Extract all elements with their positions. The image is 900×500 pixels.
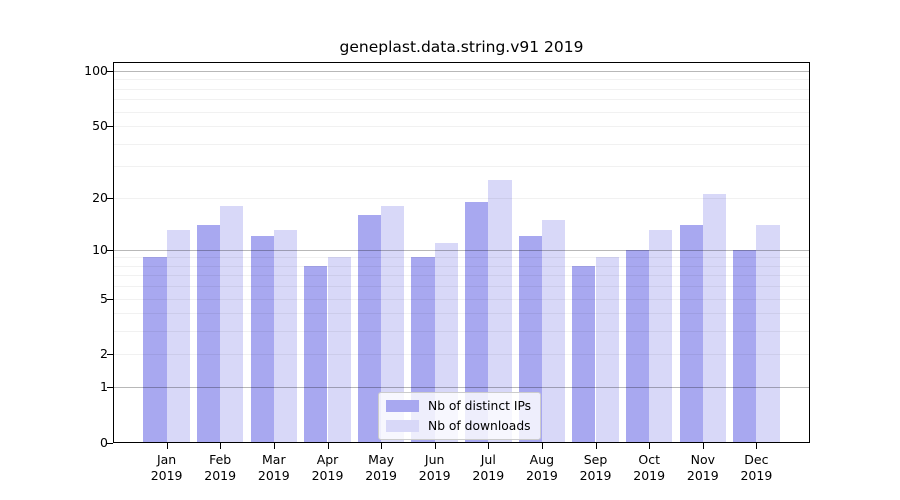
x-tick-mark <box>166 443 168 449</box>
bar-downloads-oct <box>649 230 673 443</box>
y-tick-label: 20 <box>92 189 108 205</box>
y-tick-label: 2 <box>100 346 108 362</box>
bar-distinct-ips-may <box>357 214 382 443</box>
legend-swatch-downloads <box>386 420 419 432</box>
x-tick-mark <box>756 443 758 449</box>
bar-downloads-jul <box>488 180 512 443</box>
y-tick-mark <box>107 443 113 444</box>
bar-distinct-ips-apr <box>304 265 328 443</box>
x-tick-label: Jan 2019 <box>150 452 183 483</box>
bar-distinct-ips-nov <box>679 224 703 443</box>
bar-downloads-aug <box>541 219 566 443</box>
y-tick-mark <box>107 71 113 72</box>
gridline-minor <box>114 126 809 128</box>
gridline-minor <box>114 275 809 277</box>
y-tick-label: 0 <box>100 435 108 450</box>
bar-distinct-ips-sep <box>572 265 596 443</box>
legend-label-distinct-ips: Nb of distinct IPs <box>428 399 532 413</box>
x-tick-mark <box>595 443 597 449</box>
y-tick-label: 10 <box>92 241 108 257</box>
x-tick-mark <box>702 443 704 449</box>
gridline-minor <box>114 88 809 90</box>
bar-downloads-sep <box>595 257 619 443</box>
x-tick-label: Mar 2019 <box>257 452 290 483</box>
gridline-minor <box>114 298 809 300</box>
x-tick-label: Apr 2019 <box>311 452 344 483</box>
y-tick-mark <box>107 249 113 251</box>
x-tick-mark <box>434 443 436 449</box>
x-tick-label: Sep 2019 <box>579 452 612 483</box>
x-tick-mark <box>220 443 222 449</box>
gridline-minor <box>114 197 809 199</box>
y-tick-label: 1 <box>100 379 108 395</box>
bar-downloads-may <box>381 205 405 443</box>
gridline-minor <box>114 265 809 267</box>
legend-row-downloads: Nb of downloads <box>386 419 531 433</box>
bar-downloads-nov <box>702 193 727 443</box>
legend-swatch-distinct-ips <box>386 400 419 412</box>
gridline-minor <box>114 331 809 333</box>
bar-downloads-mar <box>273 230 298 443</box>
gridline-major <box>114 71 809 72</box>
bar-distinct-ips-dec <box>733 249 757 443</box>
legend-row-distinct-ips: Nb of distinct IPs <box>386 399 531 413</box>
chart-title: geneplast.data.string.v91 2019 <box>339 38 584 56</box>
gridline-minor <box>114 313 809 315</box>
bar-distinct-ips-jan <box>143 257 167 443</box>
y-tick-label: 5 <box>100 290 108 306</box>
gridline-minor <box>114 166 809 168</box>
gridline-minor <box>114 111 809 113</box>
y-tick-mark <box>107 354 113 356</box>
y-tick-label: 50 <box>92 118 108 134</box>
bar-distinct-ips-feb <box>196 224 221 443</box>
y-tick-mark <box>107 387 113 389</box>
y-tick-mark <box>107 126 113 128</box>
bar-distinct-ips-oct <box>625 249 650 443</box>
x-tick-mark <box>541 443 543 449</box>
x-tick-mark <box>327 443 329 449</box>
y-tick-mark <box>107 197 113 199</box>
x-tick-label: Aug 2019 <box>525 452 558 483</box>
gridline-minor <box>114 79 809 81</box>
bar-downloads-apr <box>327 257 351 443</box>
x-tick-label: Jul 2019 <box>472 452 505 483</box>
gridline-minor <box>114 257 809 259</box>
x-tick-label: Dec 2019 <box>740 452 773 483</box>
gridline-minor <box>114 99 809 101</box>
x-tick-mark <box>649 443 651 449</box>
gridline-minor <box>114 286 809 288</box>
x-tick-mark <box>488 443 490 449</box>
x-tick-label: Nov 2019 <box>686 452 719 483</box>
x-tick-label: Oct 2019 <box>633 452 666 483</box>
gridline-major <box>114 387 809 389</box>
bar-distinct-ips-aug <box>518 236 542 443</box>
bar-downloads-dec <box>756 224 780 443</box>
x-tick-label: May 2019 <box>365 452 397 483</box>
gridline-minor <box>114 143 809 145</box>
legend-label-downloads: Nb of downloads <box>428 419 531 433</box>
y-tick-mark <box>107 298 113 300</box>
bar-distinct-ips-jul <box>465 201 489 443</box>
bar-downloads-jan <box>166 230 190 443</box>
x-tick-label: Jun 2019 <box>418 452 451 483</box>
x-tick-mark <box>273 443 275 449</box>
gridline-major <box>114 249 809 251</box>
legend: Nb of distinct IPs Nb of downloads <box>378 392 542 440</box>
bar-distinct-ips-mar <box>250 236 274 443</box>
x-tick-mark <box>381 443 383 449</box>
bar-downloads-feb <box>220 205 244 443</box>
y-tick-label: 100 <box>84 63 108 78</box>
x-tick-label: Feb 2019 <box>204 452 237 483</box>
gridline-minor <box>114 354 809 356</box>
